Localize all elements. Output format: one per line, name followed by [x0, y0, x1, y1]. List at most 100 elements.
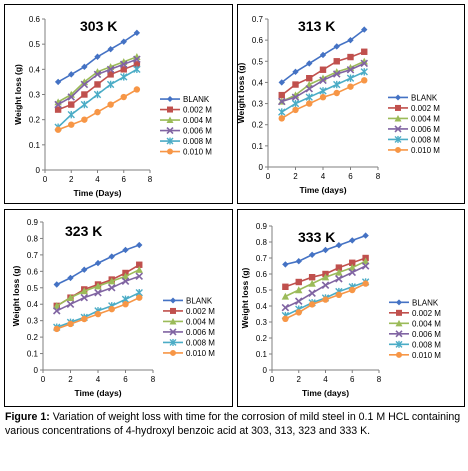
x-tick-label: 0 — [266, 172, 271, 181]
data-point — [362, 280, 369, 287]
y-tick-label: 0.2 — [252, 121, 264, 130]
data-point — [347, 36, 354, 44]
data-point — [335, 268, 343, 276]
data-point — [93, 90, 102, 99]
legend-label: 0.010 M — [183, 148, 212, 157]
series-0-010-m — [53, 294, 143, 333]
y-tick-label: 0.3 — [252, 100, 264, 109]
chart-panel-313k: 0 0.1 0.2 0.3 0.4 0.5 0.6 0.7 0 2 4 6 8 Time (days) We… — [237, 4, 465, 204]
y-tick-label: 0.2 — [256, 334, 268, 343]
legend-label: 0.006 M — [411, 125, 440, 134]
legend-label: BLANK — [186, 296, 213, 305]
legend-marker — [166, 137, 174, 145]
data-point — [295, 258, 302, 265]
data-point — [278, 91, 285, 99]
data-point — [335, 275, 343, 283]
x-axis-title: Time (days) — [299, 185, 346, 195]
data-point — [322, 246, 329, 254]
data-point — [308, 301, 316, 308]
chart-panel-323k: 0 0.1 0.2 0.3 0.4 0.5 0.6 0.7 0.8 0.9 0 2 4 6 8 Time (d… — [4, 209, 233, 407]
data-point — [292, 81, 299, 88]
data-point — [295, 309, 302, 316]
data-point — [67, 110, 75, 119]
legend-label: 0.010 M — [411, 146, 440, 155]
legend-label: 0.006 M — [183, 127, 212, 136]
legend-label: BLANK — [183, 95, 210, 104]
y-tick-label: 0.1 — [27, 350, 39, 359]
legend-label: 0.010 M — [412, 351, 441, 360]
data-point — [361, 262, 370, 270]
y-tick-label: 0.6 — [256, 270, 268, 279]
y-axis-title: Weight loss (g) — [238, 62, 246, 123]
data-point — [135, 265, 143, 273]
data-point — [346, 74, 355, 82]
data-point — [133, 86, 141, 93]
y-tick-label: 0.3 — [29, 91, 41, 100]
data-point — [322, 296, 329, 303]
data-point — [66, 300, 75, 308]
data-point — [321, 273, 330, 281]
data-point — [106, 65, 115, 74]
series-0-008-m — [278, 68, 368, 116]
legend: BLANK 0.002 M0.004 M 0.006 M0.008 M 0.010 M — [163, 296, 215, 358]
data-point — [321, 281, 330, 289]
y-tick-label: 0.1 — [29, 141, 41, 150]
x-tick-label: 2 — [68, 375, 73, 384]
x-tick-label: 6 — [348, 172, 353, 181]
legend-label: 0.008 M — [412, 340, 441, 349]
x-tick-label: 4 — [96, 375, 101, 384]
y-tick-label: 0.6 — [252, 36, 264, 45]
data-point — [361, 257, 370, 265]
legend-marker — [395, 319, 403, 327]
data-point — [308, 289, 316, 297]
data-point — [291, 99, 300, 108]
data-point — [94, 310, 102, 318]
data-point — [335, 242, 343, 249]
legend-marker — [167, 96, 173, 103]
data-point — [68, 101, 75, 108]
data-point — [121, 272, 130, 280]
y-tick-label: 0 — [263, 366, 268, 375]
chart-panel-303k: 0 0.1 0.2 0.3 0.4 0.5 0.6 0 2 4 6 8 Time (Days) Weigh… — [4, 4, 233, 204]
data-point — [292, 106, 299, 114]
x-axis-title: Time (days) — [302, 388, 349, 398]
data-point — [121, 277, 130, 285]
y-tick-label: 0.6 — [29, 15, 41, 24]
data-point — [107, 101, 114, 108]
data-point — [348, 263, 356, 271]
legend-marker — [395, 340, 403, 348]
x-tick-label: 0 — [43, 175, 48, 184]
legend-marker — [166, 126, 174, 135]
series-blank — [282, 232, 369, 268]
series-blank — [54, 29, 141, 86]
legend-marker — [167, 148, 173, 155]
data-point — [333, 43, 340, 50]
legend-label: 0.002 M — [186, 307, 215, 316]
data-point — [361, 77, 368, 84]
y-tick-label: 0.9 — [27, 218, 39, 227]
series-blank — [53, 241, 143, 288]
series-0-010-m — [54, 86, 141, 133]
data-point — [295, 278, 302, 286]
data-point — [333, 89, 340, 97]
y-tick-label: 0.5 — [256, 286, 268, 295]
data-point — [107, 46, 114, 53]
data-point — [68, 71, 75, 78]
data-point — [360, 57, 368, 65]
chart-svg: 0 0.1 0.2 0.3 0.4 0.5 0.6 0.7 0 2 4 6 8 Time (days) We… — [238, 15, 440, 195]
data-point — [80, 100, 89, 109]
legend: BLANK 0.002 M0.004 M 0.006 M0.008 M 0.010 M — [160, 95, 212, 157]
y-tick-label: 0.2 — [29, 116, 41, 125]
data-point — [308, 274, 316, 281]
caption-label: Figure 1: — [5, 411, 50, 423]
data-point — [349, 259, 356, 266]
data-point — [66, 293, 75, 301]
data-point — [53, 281, 60, 288]
data-point — [53, 325, 60, 333]
y-tick-label: 0.2 — [27, 333, 39, 342]
y-tick-label: 0.4 — [27, 300, 39, 309]
y-tick-label: 0.9 — [256, 222, 268, 231]
series-0-004-m — [53, 265, 143, 310]
data-point — [122, 246, 129, 254]
y-tick-label: 0.8 — [27, 234, 39, 243]
